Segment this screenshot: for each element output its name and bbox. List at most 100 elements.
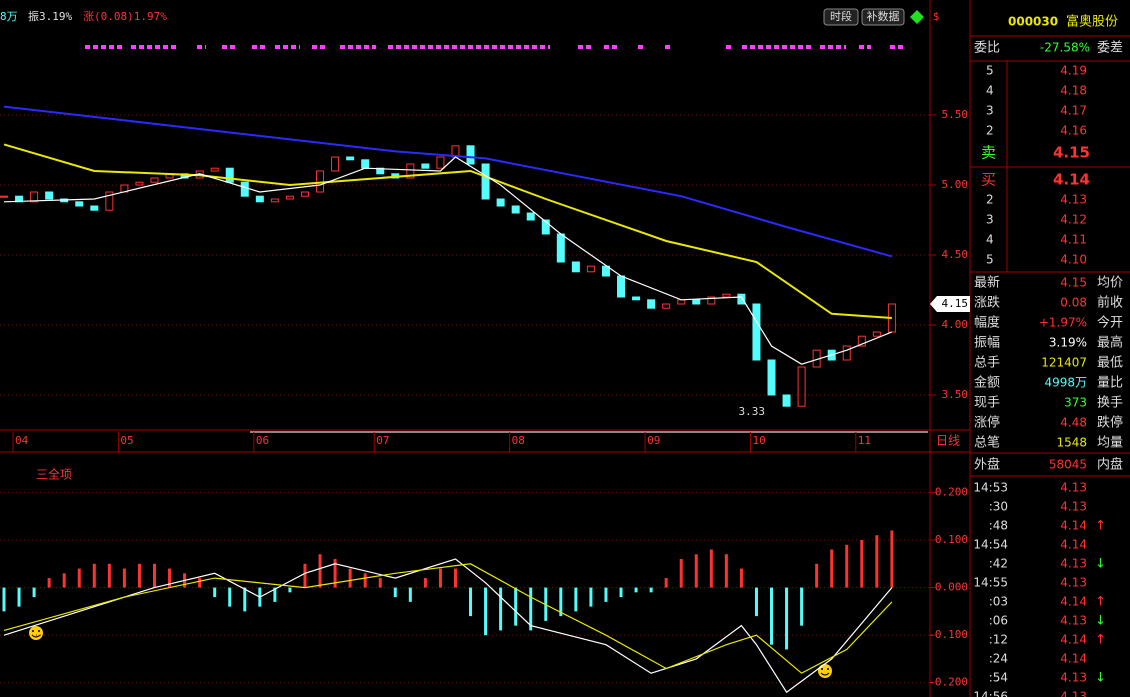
macd-bar (273, 587, 277, 602)
stat-label: 涨跌 (974, 295, 1000, 311)
macd-bar (243, 587, 247, 612)
candle (541, 219, 550, 235)
macd-bar (724, 554, 728, 588)
candle (90, 205, 99, 211)
outer-label: 外盘 (974, 457, 1000, 473)
button-label[interactable]: 补数据 (867, 9, 900, 23)
macd-bar (333, 559, 337, 588)
trade-price: 4.13 (1060, 576, 1087, 590)
candle (135, 181, 144, 186)
bid1-label: 买 (981, 171, 996, 189)
currency-mark: $ (933, 10, 940, 23)
macd-bar (589, 587, 593, 607)
stat-label: 振幅 (974, 336, 1000, 351)
macd-bar (739, 568, 743, 588)
line (3, 563, 893, 674)
candle (481, 163, 490, 200)
macd-bar (770, 587, 774, 645)
macd-bar (875, 535, 879, 588)
stat-value: 373 (1064, 396, 1087, 410)
candle (0, 195, 8, 198)
candle (255, 195, 264, 203)
trade-price: 4.14 (1060, 633, 1087, 647)
trade-arrow: ↓ (1095, 671, 1106, 686)
x-tick-label: 04 (15, 434, 29, 447)
trade-arrow: ↑ (1095, 595, 1106, 610)
y-tick-label: 0.200 (935, 485, 968, 498)
y-tick-label: 0.000 (935, 581, 968, 594)
y-tick-label: 4.00 (942, 318, 969, 331)
last-price-label: 4.15 (942, 297, 969, 310)
stat-value: 0.08 (1060, 296, 1087, 310)
status-volume: 8万 (0, 10, 18, 23)
y-tick-label: -0.200 (928, 676, 968, 689)
level-price: 4.18 (1060, 84, 1087, 98)
macd-bar (679, 559, 683, 588)
candle (556, 233, 565, 263)
candle (30, 191, 39, 203)
x-tick-label: 10 (752, 434, 765, 447)
macd-bar (2, 587, 6, 612)
stat-label: 总笔 (974, 435, 1000, 451)
stat-label: 最新 (974, 275, 1000, 291)
x-tick-label: 07 (376, 434, 389, 447)
candle (300, 191, 309, 197)
ask1-label: 卖 (981, 144, 996, 162)
y-tick-label: 3.50 (942, 388, 969, 401)
candle (722, 293, 731, 298)
candle (150, 177, 159, 183)
trade-time: :24 (989, 652, 1008, 666)
status-change: 涨(0.08)1.97% (83, 10, 167, 23)
trade-price: 4.13 (1060, 690, 1087, 697)
macd-bar (92, 563, 96, 588)
status-icon[interactable] (910, 10, 924, 24)
button[interactable] (823, 8, 859, 26)
trade-time: :06 (989, 614, 1008, 628)
macd-bar (393, 587, 397, 598)
x-tick-label: 08 (512, 434, 525, 447)
candle (511, 205, 520, 214)
trade-time: :54 (989, 671, 1008, 685)
line (3, 558, 893, 694)
candle (45, 191, 54, 200)
trade-price: 4.13 (1060, 481, 1087, 495)
button-label[interactable]: 时段 (830, 9, 852, 23)
stat-value: 3.19% (1049, 336, 1087, 350)
stock-code: 000030 (1008, 15, 1058, 29)
stat-label: 总手 (974, 356, 1000, 371)
macd-bar (288, 587, 292, 593)
macd-bar (574, 587, 578, 612)
stat-label2: 最低 (1097, 356, 1123, 371)
candle (647, 299, 656, 309)
candle (331, 156, 340, 172)
smiley (818, 664, 832, 678)
macd-bar (499, 587, 503, 631)
macd-bar (664, 578, 668, 588)
trade-time: 14:55 (973, 576, 1008, 590)
macd-bar (860, 540, 864, 588)
macd-bar (318, 554, 322, 588)
candle (210, 167, 219, 172)
trade-time: 14:54 (973, 538, 1008, 552)
candle (270, 198, 279, 203)
candle (571, 261, 580, 273)
macd-bar (438, 568, 442, 588)
stat-value: 4.48 (1060, 416, 1087, 430)
button[interactable] (861, 8, 905, 26)
macd-bar (213, 587, 217, 598)
macd-bar (137, 563, 141, 588)
trade-price: 4.14 (1060, 519, 1087, 533)
stat-label2: 量比 (1097, 376, 1123, 391)
macd-bar (47, 578, 51, 588)
trade-time: 14:56 (973, 690, 1008, 697)
macd-bar (363, 573, 367, 588)
macd-bar (17, 587, 21, 607)
trade-arrow: ↓ (1095, 614, 1106, 629)
y-tick-label: -0.100 (928, 628, 968, 641)
candle (752, 303, 761, 361)
candle (346, 156, 355, 161)
stat-label2: 均量 (1097, 436, 1123, 451)
trade-time: 14:53 (973, 481, 1008, 495)
